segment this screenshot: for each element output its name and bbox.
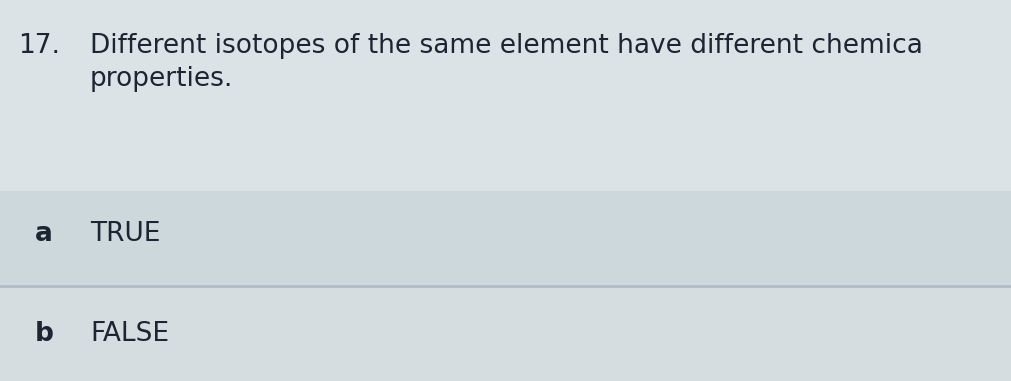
Bar — [0, 286, 1011, 381]
Text: properties.: properties. — [90, 66, 234, 92]
Text: Different isotopes of the same element have different chemica: Different isotopes of the same element h… — [90, 33, 923, 59]
Text: TRUE: TRUE — [90, 221, 161, 247]
Text: 17.: 17. — [18, 33, 60, 59]
Text: b: b — [35, 321, 54, 347]
Bar — [0, 0, 1011, 191]
Bar — [0, 191, 1011, 286]
Text: a: a — [35, 221, 53, 247]
Text: FALSE: FALSE — [90, 321, 169, 347]
